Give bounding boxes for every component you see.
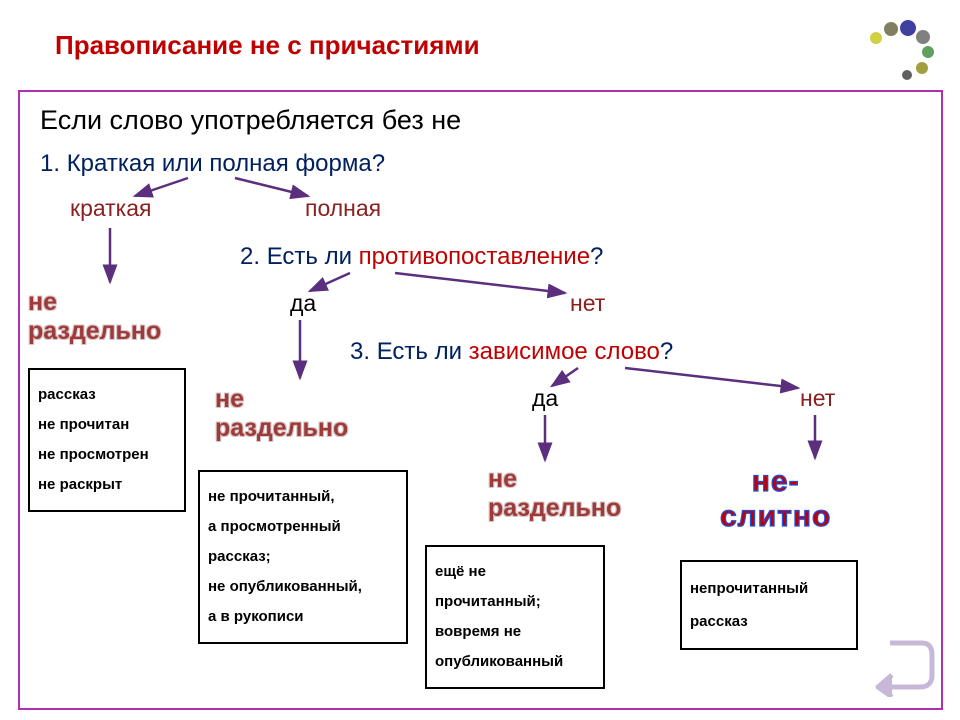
sep1-l2: раздельно [28, 317, 161, 345]
q2-prefix: Есть ли [267, 243, 359, 270]
q1-option-short: краткая [70, 195, 152, 222]
q3-suffix: ? [660, 338, 673, 365]
example-box-3: ещё не прочитанный; вовремя не опубликов… [425, 545, 605, 689]
q2-no: нет [570, 290, 605, 317]
page-title: Правописание не с причастиями [55, 30, 480, 61]
q1-text: Краткая или полная форма? [67, 150, 385, 177]
q1-num: 1. [40, 150, 60, 177]
q2-yes: да [290, 290, 316, 317]
sep2-l1: не [215, 385, 244, 413]
sep3-l2: раздельно [488, 494, 621, 522]
sep3-l1: не [488, 465, 517, 493]
sep2-l2: раздельно [215, 414, 348, 442]
q3-no: нет [800, 385, 835, 412]
result-separate-3: не раздельно [488, 465, 621, 523]
question-3: 3. Есть ли зависимое слово? [350, 338, 673, 366]
subtitle: Если слово употребляется без не [40, 105, 461, 136]
sep1-l1: не [28, 288, 57, 316]
q3-prefix: Есть ли [377, 338, 469, 365]
tog-l2: слитно [720, 500, 831, 533]
question-2: 2. Есть ли противопоставление? [240, 243, 603, 271]
result-separate-1: не раздельно [28, 288, 161, 346]
result-together: не- слитно [720, 465, 831, 534]
q2-num: 2. [240, 243, 260, 270]
tog-l1: не- [752, 465, 800, 498]
q3-highlight: зависимое слово [469, 338, 660, 365]
question-1: 1. Краткая или полная форма? [40, 150, 385, 178]
q3-num: 3. [350, 338, 370, 365]
q3-yes: да [532, 385, 558, 412]
q2-highlight: противопоставление [359, 243, 590, 270]
q1-option-full: полная [305, 195, 381, 222]
result-separate-2: не раздельно [215, 385, 348, 443]
example-box-4: непрочитанный рассказ [680, 560, 858, 650]
q2-suffix: ? [590, 243, 603, 270]
back-icon[interactable] [870, 635, 940, 697]
example-box-1: рассказ не прочитан не просмотрен не рас… [28, 368, 186, 512]
example-box-2: не прочитанный, а просмотренный рассказ;… [198, 470, 408, 644]
logo-dots [870, 20, 940, 90]
